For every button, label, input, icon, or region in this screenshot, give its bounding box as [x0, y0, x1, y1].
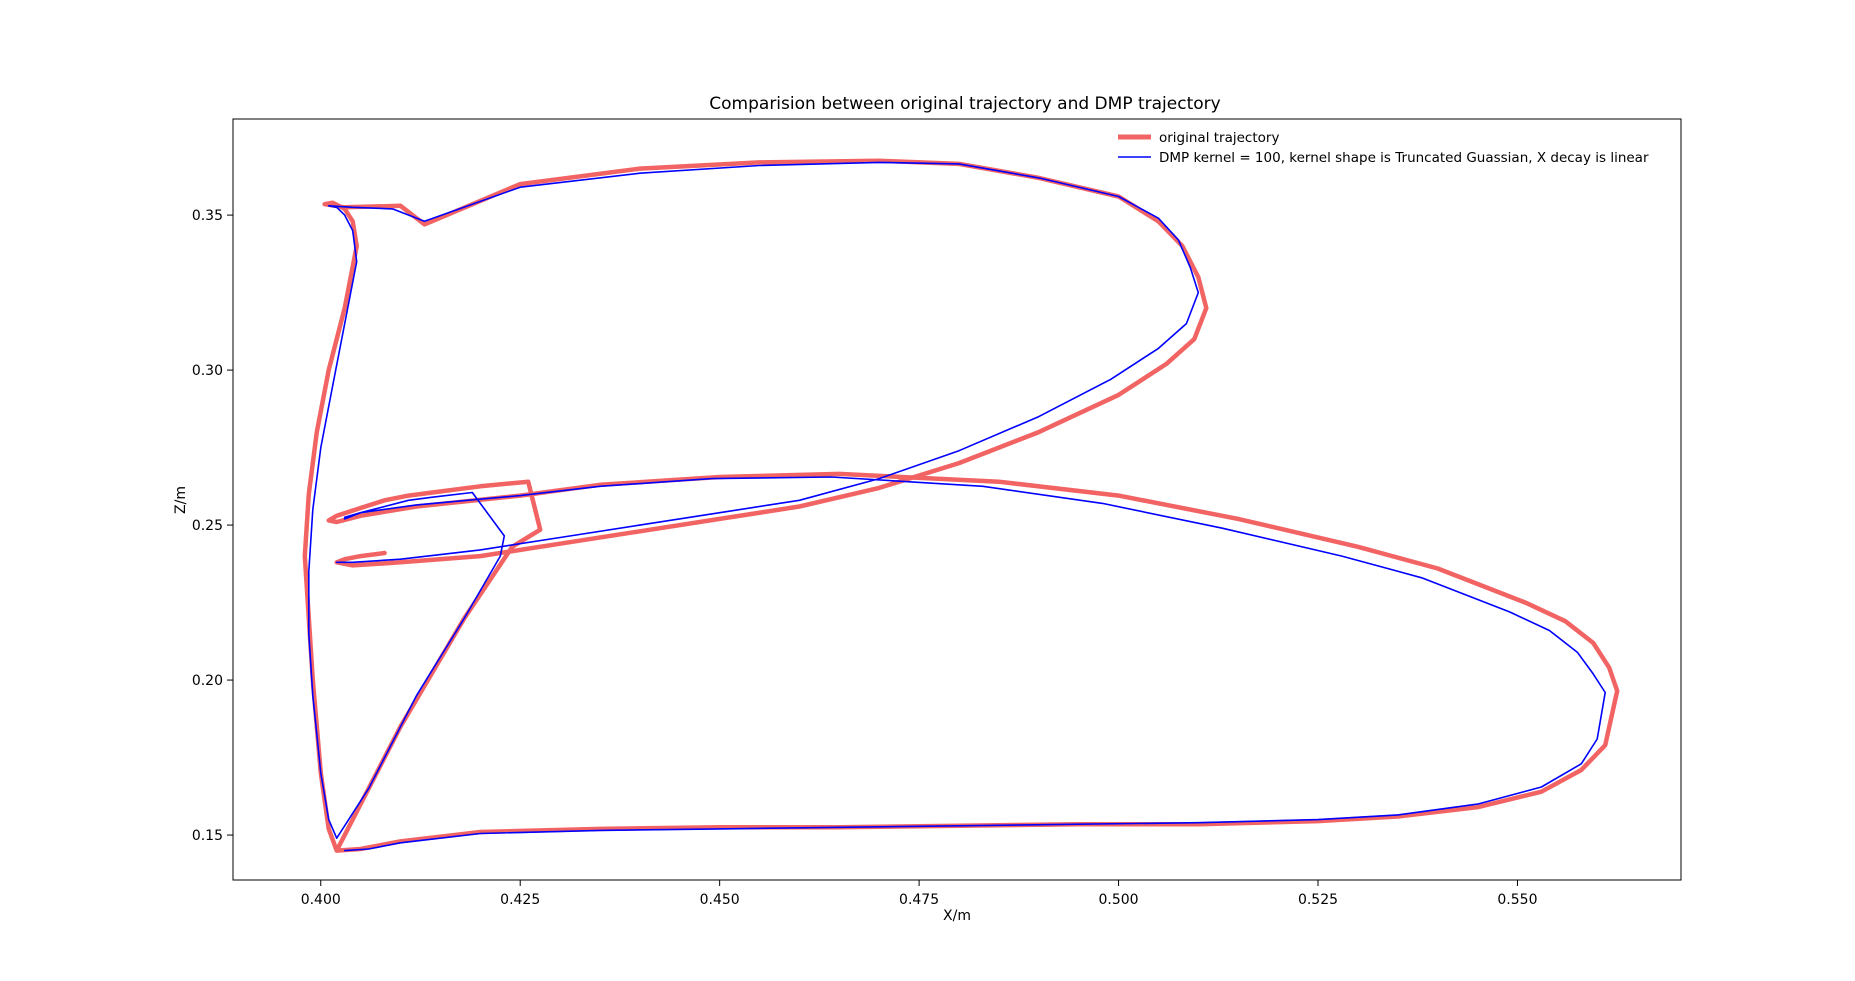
- plot-background: [233, 119, 1681, 880]
- y-tick-label: 0.30: [192, 363, 223, 379]
- legend-label-original: original trajectory: [1159, 130, 1279, 146]
- x-axis-label: X/m: [943, 908, 971, 924]
- plot-frame: [232, 118, 1682, 881]
- y-tick-label: 0.15: [192, 828, 223, 844]
- x-tick-label: 0.500: [1099, 892, 1139, 908]
- series-layer: [302, 158, 1620, 853]
- x-tick-label: 0.450: [700, 892, 740, 908]
- x-tick-label: 0.425: [500, 892, 540, 908]
- y-tick-label: 0.35: [192, 208, 223, 224]
- legend-label-dmp: DMP kernel = 100, kernel shape is Trunca…: [1159, 150, 1649, 166]
- plot-area: [232, 118, 1682, 881]
- y-axis: 0.15 0.20 0.25 0.30 0.35: [192, 208, 233, 844]
- chart-title: Comparision between original trajectory …: [709, 94, 1220, 114]
- y-tick-label: 0.25: [192, 518, 223, 534]
- legend: original trajectory DMP kernel = 100, ke…: [1118, 130, 1649, 166]
- x-tick-label: 0.475: [899, 892, 939, 908]
- y-axis-label: Z/m: [173, 486, 189, 514]
- x-axis: 0.400 0.425 0.450 0.475 0.500 0.525 0.550: [301, 880, 1537, 908]
- x-tick-label: 0.525: [1298, 892, 1338, 908]
- y-tick-label: 0.20: [192, 673, 223, 689]
- x-tick-label: 0.400: [301, 892, 341, 908]
- series-line-dmp-trajectory: [307, 161, 1606, 852]
- series-line-original-trajectory: [302, 158, 1620, 853]
- x-tick-label: 0.550: [1497, 892, 1537, 908]
